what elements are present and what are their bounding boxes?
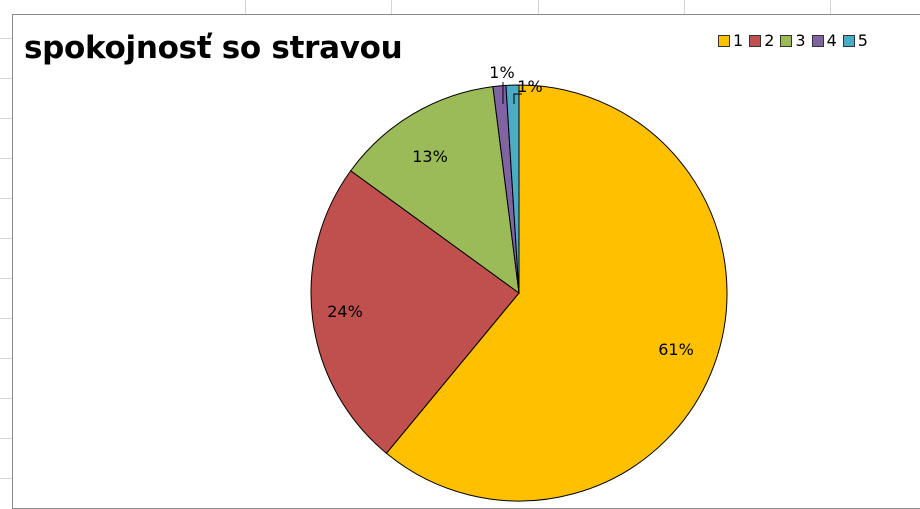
- data-label-5: 1%: [517, 77, 542, 96]
- data-label-1: 61%: [658, 340, 694, 359]
- data-label-2: 24%: [327, 302, 363, 321]
- data-label-3: 13%: [412, 147, 448, 166]
- data-label-4: 1%: [489, 63, 514, 82]
